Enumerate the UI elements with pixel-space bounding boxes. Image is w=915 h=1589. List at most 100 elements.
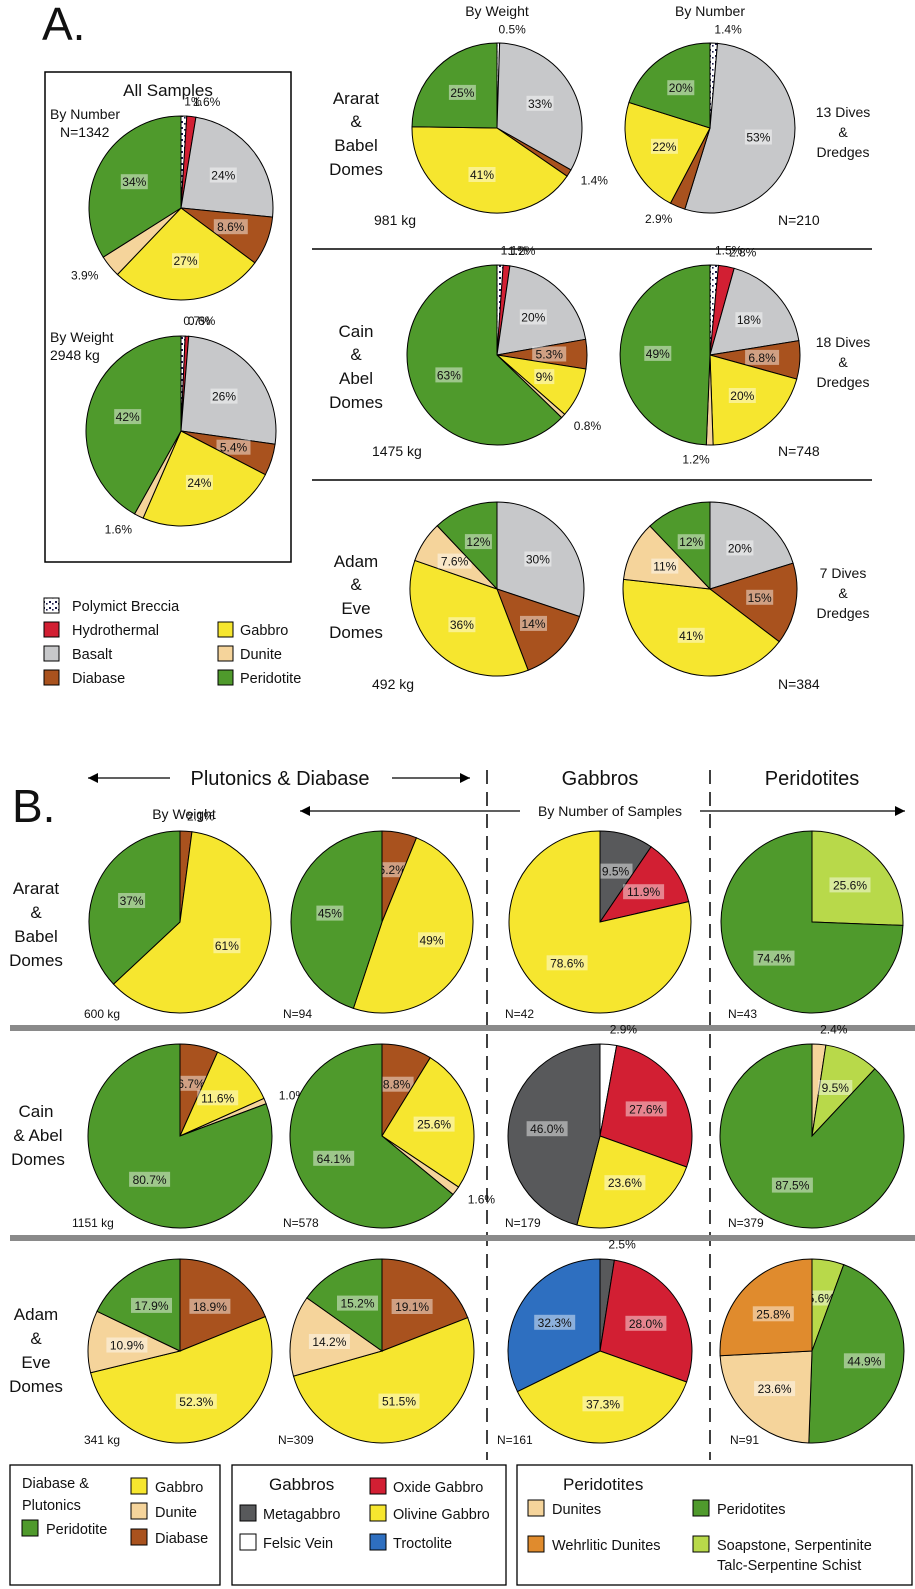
slice-label-peridotites: 87.5% [775,1179,809,1193]
svg-text:Plutonics & Diabase: Plutonics & Diabase [191,768,370,790]
slice-label-gabbro: 36% [450,618,474,632]
svg-text:Dredges: Dredges [817,605,870,621]
legend-b-wehrlitic: Wehrlitic Dunites [527,1535,661,1554]
slice-diabase [708,562,798,643]
slice-label-soapstone-serpentinite-talc-serpentine-schist: 25.6% [833,878,867,892]
slice-label-bg [448,84,476,100]
legend-a-gabbro: Gabbro [217,621,288,639]
slice-diabase [381,1258,469,1352]
slice-label-bg [437,553,472,569]
svg-text:Talc-Serpentine Schist: Talc-Serpentine Schist [717,1558,861,1574]
svg-text:Cain: Cain [339,322,374,341]
slice-gabbro [116,207,256,301]
slice-label-bg [189,1298,231,1314]
slice-label-peridotite: 25% [450,86,474,100]
slice-label-basalt: 53% [746,131,770,145]
slice-label-bg [651,558,679,574]
svg-text:Dunite: Dunite [155,1505,197,1521]
svg-text:Gabbro: Gabbro [155,1480,203,1496]
slice-label-peridotite: 42% [116,410,140,424]
all-samples-title: All Samples [123,81,213,100]
col-by-weight: By Weight [465,3,529,19]
slice-peridotite [436,501,498,591]
b-adam-n-plut: N=309 [278,1433,314,1447]
svg-text:Hydrothermal: Hydrothermal [72,623,159,639]
legend-b: Diabase & Plutonics Gabbro Dunite Diabas… [9,1464,913,1586]
slice-label-bg [598,863,633,879]
slice-basalt [496,501,585,618]
slice-peridotite [306,1258,383,1352]
pie-a-all-samples-by-number: 1%1.6% 24% 8.6% 27% 3.9% 34% [71,94,274,301]
a-row-ararat-name: Ararat & Babel Domes [329,89,383,179]
slice-label-bg [464,534,492,550]
slice-label-basalt: 18% [737,313,761,327]
slice-label-gabbro: 9% [536,370,554,384]
slice-label-bg [448,617,476,633]
svg-text:Wehrlitic Dunites: Wehrlitic Dunites [552,1538,661,1554]
slice-label-gabbro: 24% [187,476,211,490]
slice-label-bg [650,138,678,154]
slice-peridotite [649,501,711,591]
svg-text:Metagabbro: Metagabbro [263,1507,340,1523]
legend-b-title-2: Gabbros [269,1475,334,1494]
svg-text:&: & [838,354,848,370]
slice-label-olivine-gabbro: 37.3% [586,1397,620,1411]
slice-label-bg [546,955,588,971]
slice-oxide-gabbro [599,1044,693,1168]
slice-gabbro [709,354,798,446]
slice-label-gabbro: 27% [173,254,197,268]
b-adam-n-gab: N=161 [497,1433,533,1447]
slice-gabbro [624,101,711,204]
svg-text:Domes: Domes [329,623,383,642]
slice-label-dunite: 11% [653,560,676,574]
slice-label-bg [175,1393,217,1409]
slice-label-metagabbro: 2.5% [608,1238,636,1252]
col-by-number: By Number [675,3,745,19]
slice-label-bg [582,1396,624,1412]
header-peridotites: Peridotites [765,768,860,790]
slice-peridotite [406,264,563,446]
all-by-weight-label: By Weight [50,329,114,345]
slice-peridotite [628,42,711,129]
slice-label-bg [623,884,665,900]
pie-b-adam-eve-domes-gabbros-by-number-of-samples: 2.5% 28.0% 37.3% 32.3% [507,1238,693,1444]
legend-b-box-3 [516,1464,913,1586]
a-row-cain-name: Cain & Abel Domes [329,322,383,412]
slice-label-basalt: 20% [521,311,545,325]
svg-text:13 Dives: 13 Dives [816,104,870,120]
slice-label-gabbro: 11.6% [201,1091,234,1105]
svg-text:Dredges: Dredges [817,374,870,390]
a-adam-weight: 492 kg [372,676,414,692]
a-adam-dives: 7 Dives & Dredges [817,565,870,621]
b-ararat-n-gab: N=42 [505,1007,534,1021]
slice-label-dunite: 0.8% [574,419,602,433]
legend-a-breccia: Polymict Breccia [43,597,180,615]
slice-label-bg [746,589,774,605]
slice-peridotite [96,1258,181,1352]
svg-text:Polymict Breccia: Polymict Breccia [72,599,180,615]
svg-text:7 Dives: 7 Dives [820,565,867,581]
slice-label-bg [391,1299,433,1314]
pie-a-adam-eve-domes-by-weight: 30% 14% 36% 7.6% 12% [409,501,585,677]
slice-label-bg [379,1076,414,1092]
slice-olivine-gabbro [516,1350,688,1444]
b-row-ararat-name: Ararat & Babel Domes [9,879,63,970]
svg-text:Domes: Domes [9,951,63,970]
svg-text:&: & [30,903,42,922]
slice-label-dunite: 7.6% [441,555,469,569]
legend-a-diabase: Diabase [43,669,125,687]
svg-text:&: & [30,1329,42,1348]
slice-label-olivine-gabbro: 23.6% [608,1176,642,1190]
b-cain-weight: 1151 kg [72,1216,114,1230]
slice-label-dunite: 1.6% [468,1193,496,1207]
legend-b-title-3: Peridotites [563,1475,643,1494]
header-plutonics: Plutonics & Diabase [88,768,470,790]
slice-label-gabbro: 22% [652,140,676,154]
svg-text:Dunites: Dunites [552,1502,601,1518]
svg-text:Dunite: Dunite [240,647,282,663]
slice-peridotite [289,1043,454,1229]
slice-label-polymict-breccia: 1.5% [715,244,743,258]
slice-label-peridotite: 63% [437,368,461,382]
slice-label-diabase: 8.6% [217,220,245,234]
svg-text:Peridotite: Peridotite [46,1522,107,1538]
